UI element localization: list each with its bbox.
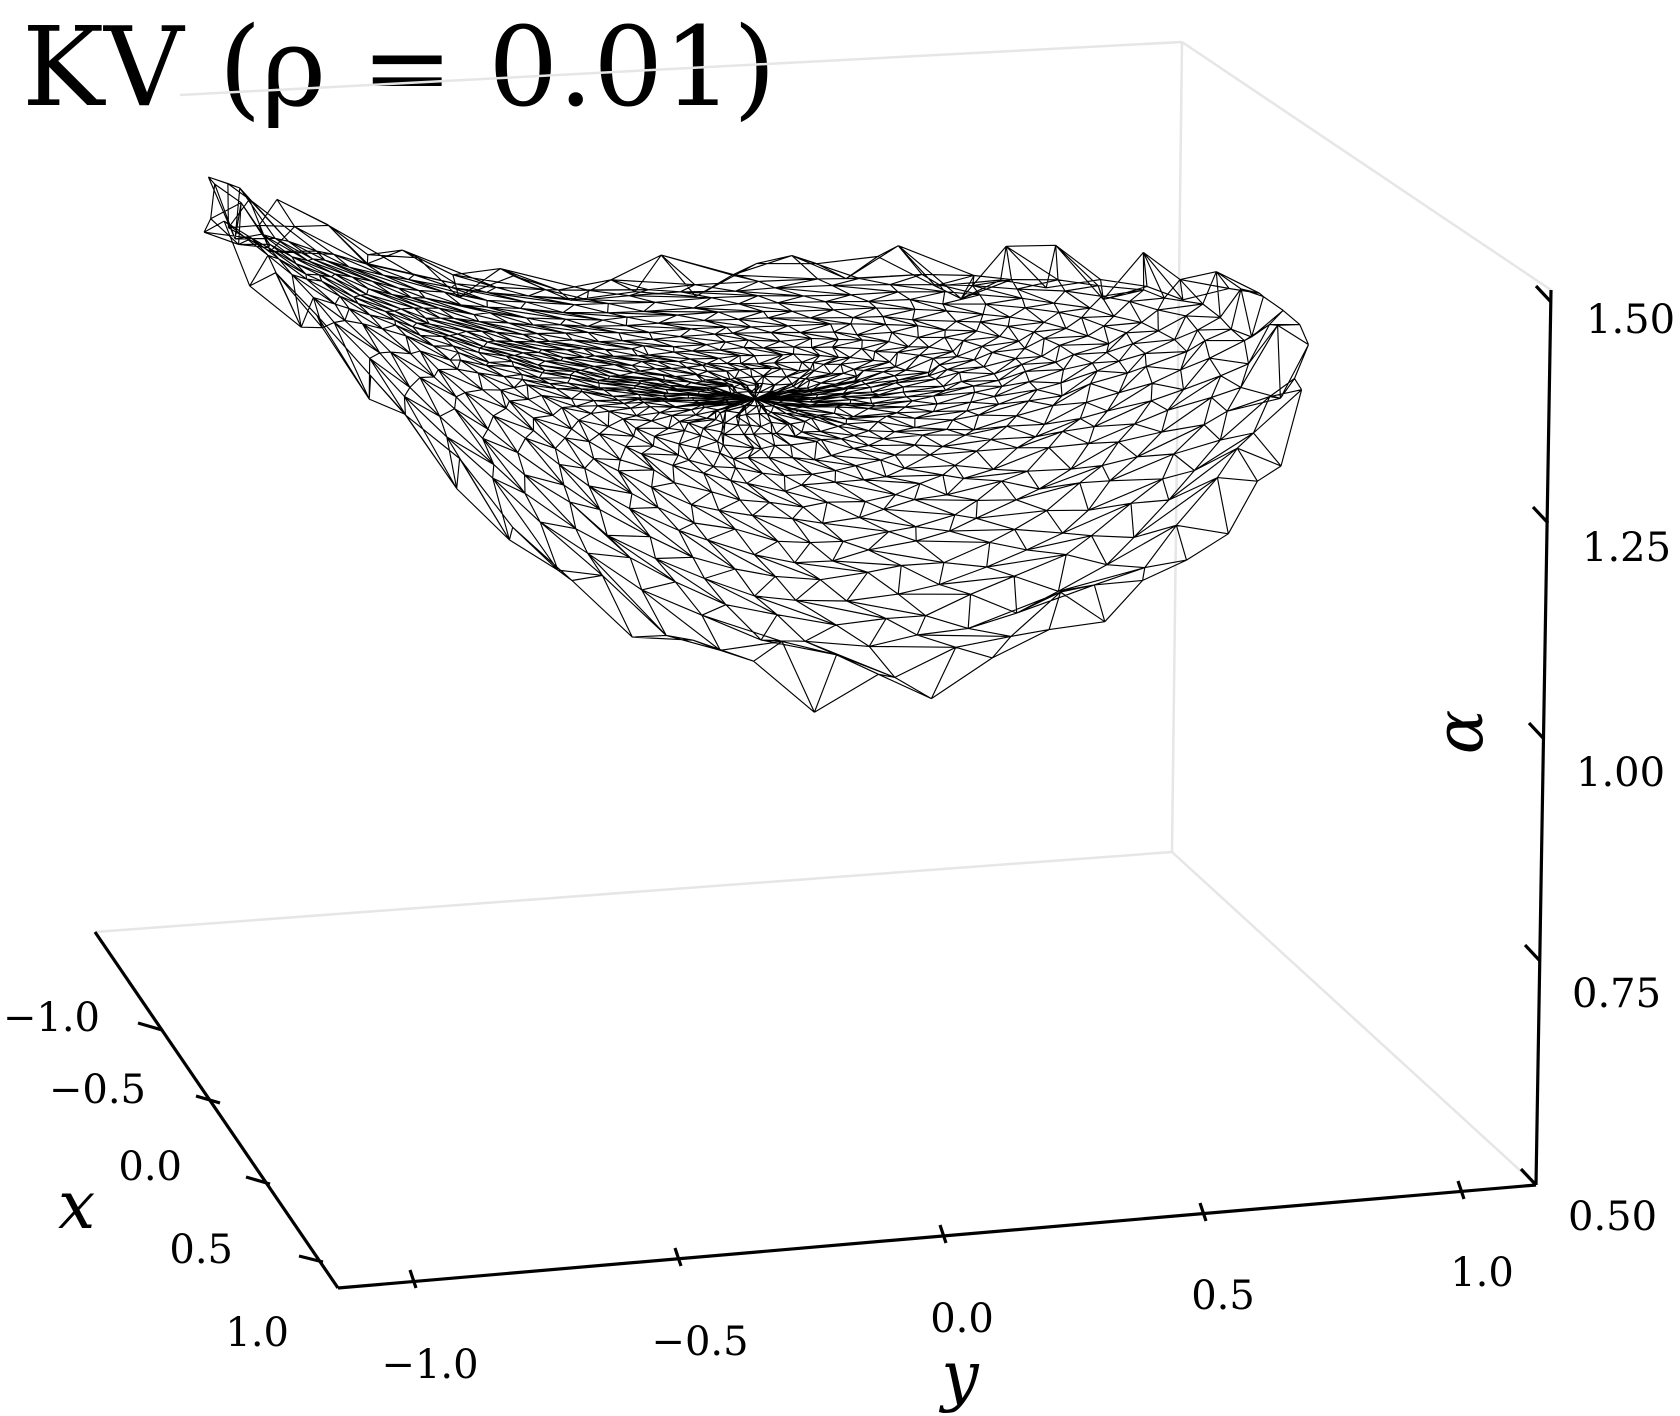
pane-edge: [1181, 40, 1552, 292]
x-tick-label: −1.0: [3, 995, 100, 1041]
x-tick-label: 0.0: [118, 1144, 182, 1190]
y-tick: [1456, 1180, 1466, 1200]
x-tick: [195, 1094, 221, 1105]
x-tick-label: 1.0: [225, 1310, 289, 1356]
x-tick: [298, 1254, 324, 1264]
x-axis-label: x: [58, 1167, 95, 1244]
y-tick: [408, 1269, 418, 1289]
z-axis-ticks: [1519, 284, 1553, 1187]
y-tick-label: 0.0: [930, 1296, 994, 1342]
x-axis-tick-labels: −1.0 −0.5 0.0 0.5 1.0: [3, 995, 289, 1356]
z-tick: [1534, 284, 1553, 304]
z-tick-label: 1.00: [1576, 750, 1665, 796]
z-tick: [1531, 505, 1550, 525]
y-axis-line: [337, 1183, 1537, 1290]
y-axis-label: y: [938, 1337, 979, 1414]
x-axis-line: [93, 931, 340, 1289]
pane-edge: [179, 40, 1183, 97]
z-tick-label: 1.50: [1586, 297, 1675, 343]
surface-mesh: [203, 176, 1310, 713]
y-tick-label: 0.5: [1191, 1273, 1255, 1319]
x-tick-label: 0.5: [169, 1227, 233, 1273]
pane-edge: [94, 850, 1173, 934]
x-tick: [137, 1021, 163, 1032]
z-axis-label: α: [1421, 710, 1498, 755]
x-tick-label: −0.5: [49, 1067, 146, 1113]
y-tick-label: −1.0: [381, 1342, 478, 1388]
z-tick: [1519, 1167, 1538, 1187]
x-axis-ticks: [137, 1021, 324, 1264]
y-axis-ticks: [408, 1180, 1466, 1289]
z-tick-label: 1.25: [1582, 525, 1671, 571]
pane-edges: [94, 40, 1552, 1186]
z-axis-tick-labels: 0.50 0.75 1.00 1.25 1.50: [1568, 297, 1675, 1240]
y-tick: [673, 1247, 683, 1267]
y-tick: [938, 1224, 948, 1244]
y-tick: [1198, 1202, 1208, 1222]
z-tick-label: 0.75: [1572, 971, 1661, 1017]
z-tick-label: 0.50: [1568, 1194, 1657, 1240]
chart-title: KV (ρ = 0.01): [22, 3, 776, 131]
pane-edge: [1171, 851, 1537, 1186]
surface-wireframe: [203, 176, 1310, 713]
z-tick: [1523, 943, 1542, 963]
z-tick: [1527, 721, 1546, 741]
y-axis-tick-labels: −1.0 −0.5 0.0 0.5 1.0: [381, 1250, 1513, 1388]
y-tick-label: −0.5: [651, 1319, 748, 1365]
x-tick: [245, 1175, 271, 1186]
pane-edge: [1170, 41, 1184, 853]
y-tick-label: 1.0: [1450, 1250, 1514, 1296]
